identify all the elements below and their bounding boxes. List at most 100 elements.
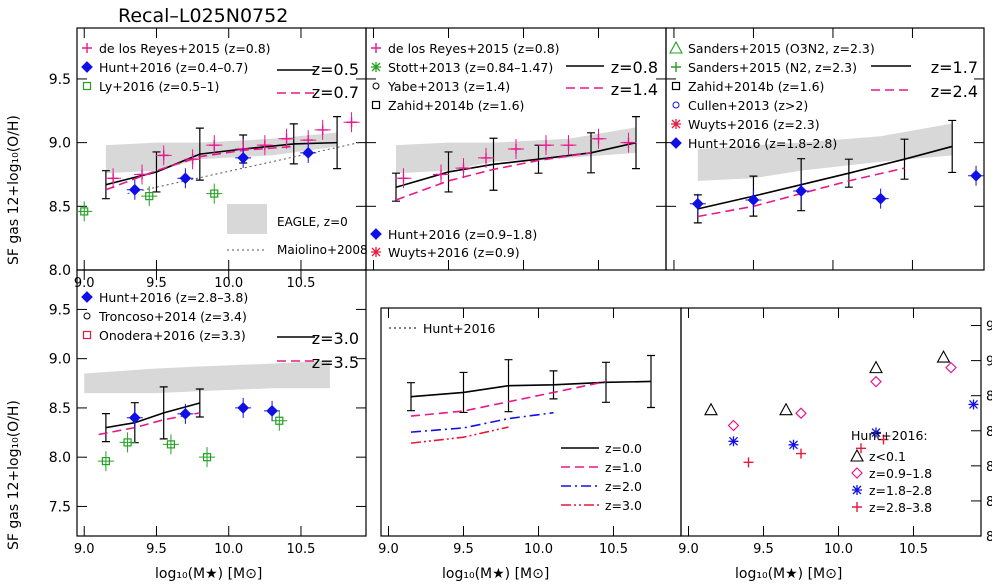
x-tick-label: 10.5	[599, 542, 628, 557]
legend-label: z=0.5	[312, 60, 359, 79]
y-tick-label: 9.0	[986, 355, 992, 370]
data-point	[747, 194, 760, 206]
data-errorbar	[206, 183, 223, 204]
legend-label: z=3.5	[312, 353, 359, 372]
data-point	[870, 375, 882, 388]
error-bar	[407, 382, 415, 412]
series-line	[410, 426, 509, 444]
eagle-band	[84, 360, 330, 394]
y-tick-label: 9.2	[986, 320, 992, 335]
data-point	[856, 443, 866, 454]
error-bar	[333, 116, 342, 170]
data-point	[210, 189, 219, 198]
legend-marker	[852, 485, 862, 495]
data-point	[145, 192, 154, 201]
legend-label: EAGLE, z=0	[277, 215, 348, 229]
data-errorbar	[162, 434, 179, 455]
svg-text:SF gas 12+log₁₀(O/H): SF gas 12+log₁₀(O/H)	[6, 115, 22, 265]
series-line	[410, 380, 607, 417]
x-tick-label: 9.0	[678, 542, 699, 557]
legend-label: z=0.7	[312, 83, 359, 102]
data-point	[108, 173, 119, 184]
legend-label: z=1.4	[611, 80, 658, 99]
data-point	[317, 124, 328, 135]
legend-label: z=1.7	[931, 58, 978, 77]
legend-label: de los Reyes+2015 (z=0.8)	[388, 41, 560, 56]
y-tick-label: 9.5	[49, 302, 71, 318]
y-tick-label: 7.5	[49, 499, 71, 515]
data-point	[945, 361, 957, 374]
data-point	[511, 144, 521, 154]
data-point	[728, 436, 739, 447]
data-point	[968, 399, 979, 410]
legend-label: Troncoso+2014 (z=3.4)	[98, 309, 247, 324]
legend-marker	[670, 137, 682, 149]
y-tick-label: 8.0	[49, 450, 71, 466]
figure-title: Recal–L025N0752	[118, 5, 288, 27]
series-line	[98, 412, 200, 436]
x-tick-label: 9.5	[753, 542, 774, 557]
ylabel-bottom: SF gas 12+log₁₀(O/H)	[6, 400, 22, 550]
x-tick-label: 10.0	[524, 542, 553, 557]
panel-top-right: Sanders+2015 (O3N2, z=2.3) Sanders+2015 (…	[665, 27, 985, 271]
y-tick-label: 8.4	[986, 460, 992, 475]
data-point	[970, 169, 982, 182]
error-bar	[647, 354, 655, 409]
legend-label: z=0.9–1.8	[869, 466, 932, 481]
data-point	[179, 172, 192, 185]
legend-marker	[372, 82, 380, 90]
y-tick-label: 8.8	[986, 390, 992, 405]
legend-label: z=3.0	[312, 329, 359, 348]
data-point	[788, 439, 799, 450]
data-point	[563, 140, 574, 151]
error-bar	[195, 388, 204, 418]
legend-marker	[82, 330, 92, 340]
data-errorbar	[199, 447, 216, 468]
error-bar	[101, 413, 110, 443]
data-point	[128, 411, 141, 424]
legend-marker	[371, 100, 381, 110]
legend-marker	[81, 61, 93, 73]
data-point	[179, 407, 192, 420]
data-point	[743, 457, 754, 468]
data-point	[795, 407, 807, 420]
legend-label: Hunt+2016 (z=2.8–3.8)	[99, 290, 248, 305]
y-tick-label: 8.0	[49, 263, 71, 279]
series-line	[410, 411, 554, 433]
data-point	[878, 434, 889, 445]
error-bar	[587, 132, 595, 174]
data-point	[80, 207, 89, 216]
legend-label: z=0.0	[605, 441, 642, 456]
legend-marker	[371, 247, 381, 257]
data-point	[166, 440, 176, 449]
data-errorbar	[97, 451, 114, 472]
ylabel-top: SF gas 12+log₁₀(O/H)	[6, 115, 22, 265]
data-errorbar	[271, 410, 288, 431]
data-point	[237, 152, 250, 164]
data-point	[458, 163, 469, 174]
x-tick-label: 9.0	[378, 542, 399, 557]
legend-marker	[370, 228, 382, 240]
data-errorbar	[141, 186, 158, 207]
error-bar	[549, 370, 558, 400]
x-tick-label: 9.5	[453, 542, 474, 557]
data-point	[123, 438, 132, 447]
data-point	[275, 416, 284, 425]
data-point	[302, 146, 315, 159]
x-tick-label: 10.0	[214, 276, 243, 291]
legend-label: z=1.8–2.8	[869, 483, 932, 498]
data-point	[704, 402, 718, 416]
error-bar	[844, 158, 853, 188]
y-tick-label: 8.0	[986, 530, 992, 545]
x-tick-label: 10.5	[286, 542, 315, 557]
y-tick-label: 9.5	[49, 72, 71, 88]
legend-marker	[851, 467, 863, 479]
error-bar	[459, 371, 468, 414]
legend-label: Yabe+2013 (z=1.4)	[387, 79, 510, 94]
legend-label: Sanders+2015 (N2, z=2.3)	[688, 60, 857, 75]
legend-label: z=1.0	[605, 460, 642, 475]
xlabel-right: log₁₀(M★) [M⊙]	[735, 566, 842, 582]
legend-title: Hunt+2016:	[851, 428, 928, 443]
legend-marker	[371, 62, 381, 72]
